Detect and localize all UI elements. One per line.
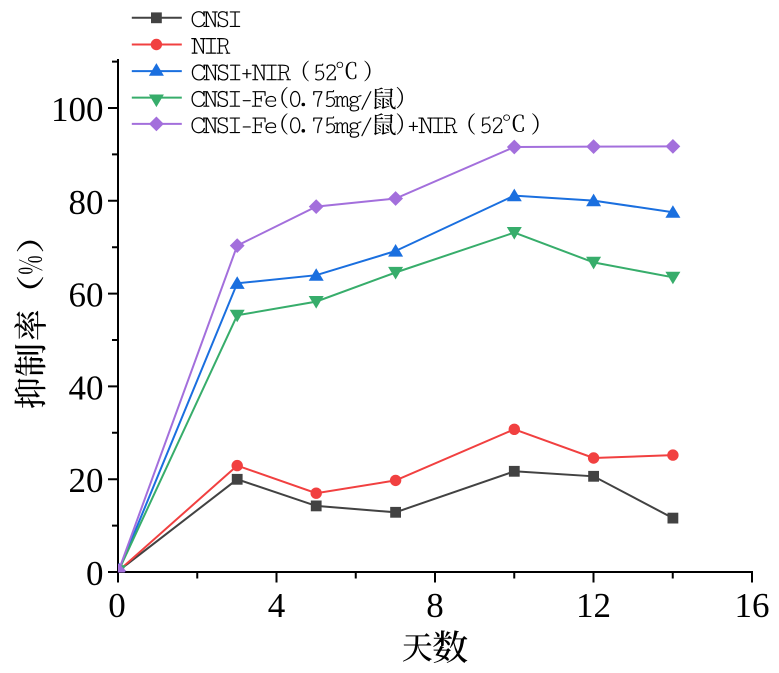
svg-text:0: 0 <box>86 554 104 593</box>
svg-text:8: 8 <box>426 586 444 625</box>
svg-text:80: 80 <box>69 183 104 222</box>
svg-text:100: 100 <box>51 90 104 129</box>
svg-text:4: 4 <box>268 586 286 625</box>
svg-text:0: 0 <box>108 586 126 625</box>
svg-text:20: 20 <box>69 461 104 500</box>
svg-text:12: 12 <box>576 586 611 625</box>
svg-text:60: 60 <box>69 276 104 315</box>
svg-text:16: 16 <box>735 586 770 625</box>
svg-text:40: 40 <box>69 368 104 407</box>
